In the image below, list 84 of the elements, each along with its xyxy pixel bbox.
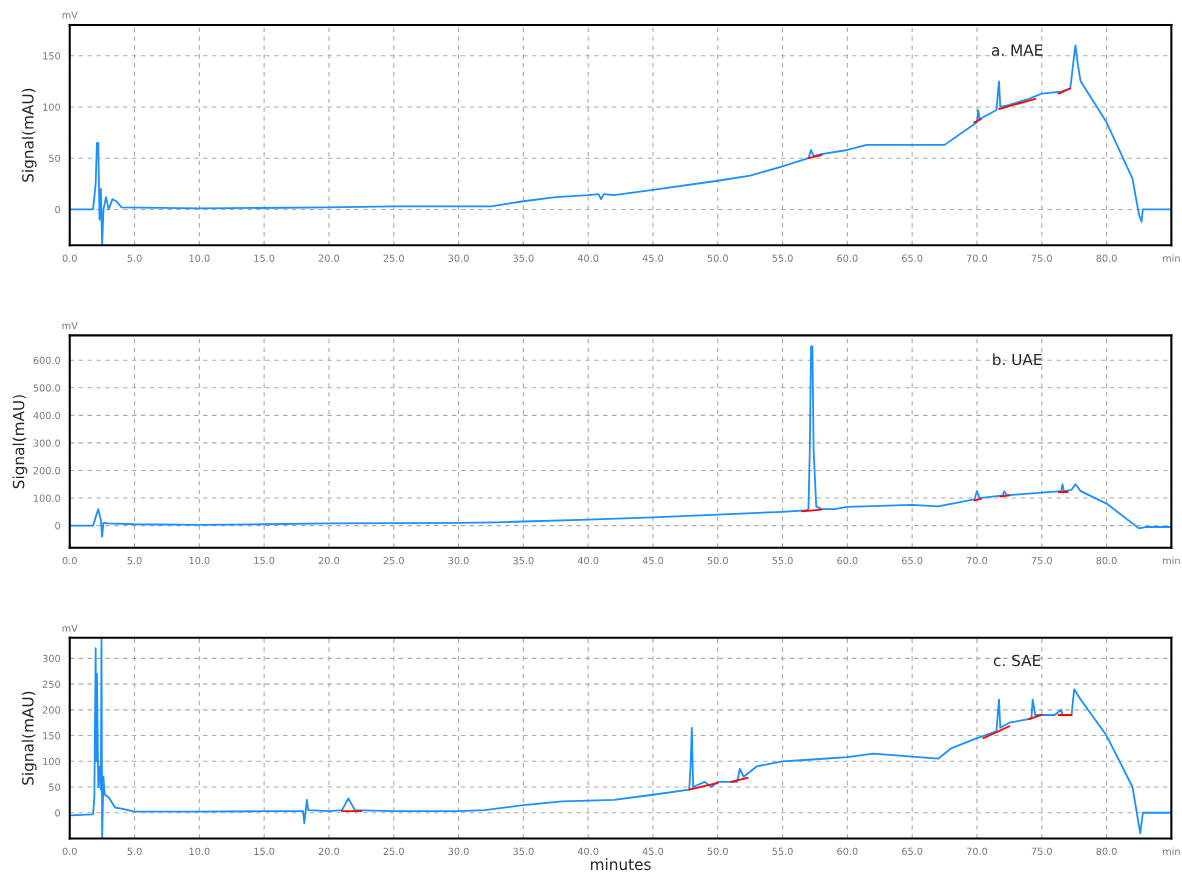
x-tick-label: 40.0 [577,847,599,856]
text: mV [62,11,78,19]
x-tick-label: 35.0 [513,847,534,856]
x-tick-label: 80.0 [1096,556,1117,565]
x-tick-label: 0.0 [62,847,77,856]
x-tick-label: 65.0 [902,556,923,565]
x-tick-label: 15.0 [254,556,275,565]
x-tick-label: 45.0 [642,254,664,262]
x-tick-label: 25.0 [383,556,404,565]
y-tick-label: 50 [49,154,61,163]
x-axis-title: minutes [591,858,651,871]
x-tick-label: 25.0 [383,254,404,262]
x-tick-label: min [1163,254,1180,262]
text: mV [62,322,78,330]
y-tick-label: 0 [55,205,61,214]
y-tick-label: 400.0 [33,411,61,420]
y-tick-label: 100 [43,757,61,766]
x-tick-label: 35.0 [513,254,534,262]
x-tick-label: 0.0 [62,556,77,565]
x-tick-label: 10.0 [189,254,210,262]
x-tick-label: 45.0 [642,556,664,565]
x-tick-label: 50.0 [707,254,728,262]
x-tick-label: 75.0 [1031,556,1052,565]
x-tick-label: 75.0 [1031,847,1052,856]
x-tick-label: 55.0 [772,847,793,856]
line-series [69,345,1172,538]
y-tick-label: 500.0 [33,384,61,392]
x-tick-label: 40.0 [577,254,599,262]
text: mV [62,624,78,632]
text: b. UAE [993,353,1042,366]
x-tick-label: min [1163,847,1180,855]
x-tick-label: 0.0 [62,254,77,262]
x-tick-label: 30.0 [448,556,469,565]
x-tick-label: 75.0 [1031,254,1052,262]
y-tick-label: 300 [42,654,61,663]
x-tick-label: 50.0 [707,556,728,565]
y-tick-label: 200 [42,706,61,714]
text: a. MAE [991,44,1043,56]
text: c. SAE [993,654,1041,667]
x-tick-label: 55.0 [772,254,793,262]
x-tick-label: 55.0 [772,556,793,565]
y-tick-label: 100 [43,103,61,111]
x-tick-label: 70.0 [966,556,988,565]
y-tick-label: 250 [42,680,61,688]
x-tick-label: 15.0 [254,254,275,262]
x-tick-label: 80.0 [1096,254,1117,262]
x-tick-label: 50.0 [707,847,728,856]
y-axis-title: Signal(mAU) [21,691,37,785]
x-tick-label: 20.0 [318,556,340,565]
y-tick-label: 300.0 [33,439,61,447]
x-tick-label: 80.0 [1096,847,1117,856]
x-tick-label: 5.0 [127,556,142,565]
x-tick-label: 30.0 [448,847,469,856]
x-tick-label: 65.0 [902,847,923,856]
x-tick-label: 30.0 [448,254,469,262]
x-tick-label: 60.0 [837,556,858,565]
x-tick-label: 70.0 [966,254,988,262]
x-tick-label: 65.0 [902,254,923,262]
y-tick-label: 150 [43,732,61,740]
y-tick-label: 100.0 [33,494,61,502]
x-tick-label: 25.0 [383,847,404,856]
x-tick-label: 10.0 [189,847,210,856]
y-tick-label: 0 [55,809,61,817]
x-tick-label: 60.0 [837,254,858,262]
x-tick-label: 20.0 [318,254,340,262]
y-tick-label: 200.0 [33,466,61,475]
y-tick-label: 50 [49,783,61,791]
y-tick-label: 0 [55,522,61,530]
x-tick-label: 15.0 [254,847,275,856]
y-tick-label: 600.0 [33,356,61,365]
x-tick-label: 5.0 [127,254,142,262]
x-tick-label: min [1163,556,1180,565]
x-tick-label: 40.0 [577,556,599,565]
x-tick-label: 5.0 [127,847,142,856]
y-axis-title: Signal(mAU) [21,88,37,182]
x-tick-label: 60.0 [837,847,858,856]
x-tick-label: 10.0 [189,556,210,565]
x-tick-label: 45.0 [642,847,664,856]
x-tick-label: 20.0 [318,847,340,856]
y-axis-title: Signal(mAU) [12,395,28,489]
line-series [69,637,1172,839]
x-tick-label: 70.0 [966,847,988,856]
x-tick-label: 35.0 [513,556,534,565]
y-tick-label: 150 [43,52,61,60]
